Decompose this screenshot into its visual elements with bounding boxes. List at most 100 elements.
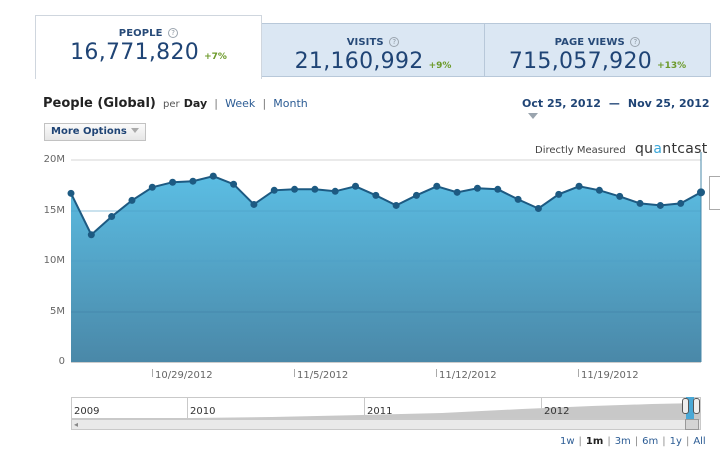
nav-year: 2010 (190, 406, 216, 417)
scroll-left-arrow-icon[interactable]: ◂ (74, 420, 79, 429)
data-point[interactable] (128, 196, 136, 204)
data-point[interactable] (189, 177, 197, 185)
data-point[interactable] (433, 182, 441, 190)
data-point[interactable] (270, 186, 278, 194)
nav-divider (364, 398, 365, 419)
x-tick-label: 10/29/2012 (155, 370, 213, 381)
nav-year: 2009 (74, 406, 100, 417)
data-point[interactable] (494, 185, 502, 193)
quantcast-logo: quantcast (635, 141, 708, 157)
timeline-navigator[interactable]: 2009 2010 2011 2012 (71, 397, 701, 419)
metric-tabs: PEOPLE ? 16,771,820 +7% VISITS ? 21,160,9… (35, 15, 720, 79)
data-points (67, 172, 705, 239)
help-icon[interactable]: ? (389, 37, 400, 47)
data-point[interactable] (209, 172, 217, 180)
x-tick (578, 369, 579, 377)
data-point[interactable] (575, 182, 583, 190)
data-point[interactable] (473, 184, 481, 192)
chart-title: People (Global) (43, 96, 156, 111)
data-point[interactable] (67, 189, 75, 197)
data-point[interactable] (555, 190, 563, 198)
y-tick-label: 20M (43, 154, 65, 165)
chart-header: People (Global) per Day | Week | Month (43, 96, 308, 111)
tab-page-views[interactable]: PAGE VIEWS ? 715,057,920 +13% (484, 23, 711, 77)
data-point[interactable] (514, 195, 522, 203)
metric-label: PEOPLE ? (36, 28, 261, 39)
x-tick (294, 369, 295, 377)
data-point[interactable] (108, 213, 116, 221)
metric-value: 21,160,992 (294, 49, 424, 74)
help-icon[interactable]: ? (630, 37, 641, 47)
data-point[interactable] (677, 199, 685, 207)
per-label: per (163, 99, 180, 110)
range-1m-button[interactable]: 1m (585, 436, 604, 447)
data-point[interactable] (291, 185, 299, 193)
data-point[interactable] (534, 204, 542, 212)
x-tick-label: 11/12/2012 (439, 370, 497, 381)
data-point[interactable] (250, 200, 258, 208)
data-point[interactable] (230, 180, 238, 188)
tab-visits[interactable]: VISITS ? 21,160,992 +9% (261, 23, 485, 77)
area-fill (71, 176, 701, 362)
navigator-selection[interactable] (686, 397, 694, 419)
range-1y-button[interactable]: 1y (669, 436, 682, 447)
metric-label: PAGE VIEWS ? (485, 37, 710, 48)
tooltip-pointer (709, 176, 720, 210)
nav-divider (541, 398, 542, 419)
separator: | (634, 436, 639, 447)
range-6m-button[interactable]: 6m (642, 436, 659, 447)
tab-people[interactable]: PEOPLE ? 16,771,820 +7% (35, 15, 262, 79)
data-point[interactable] (331, 187, 339, 195)
metric-label: VISITS ? (262, 37, 484, 48)
granularity-week[interactable]: Week (225, 97, 256, 110)
data-point[interactable] (697, 188, 705, 197)
data-point[interactable] (311, 185, 319, 193)
data-point[interactable] (169, 178, 177, 186)
data-point[interactable] (636, 199, 644, 207)
y-tick-label: 10M (43, 255, 65, 266)
more-options-label: More Options (51, 126, 127, 137)
y-tick-label: 5M (50, 306, 65, 317)
range-all-button[interactable]: All (693, 436, 706, 447)
chevron-down-icon (528, 113, 538, 119)
date-end: Nov 25, 2012 (627, 97, 710, 110)
y-tick-label: 15M (43, 205, 65, 216)
directly-measured-label: Directly Measured (535, 145, 626, 156)
data-point[interactable] (616, 192, 624, 200)
granularity-day[interactable]: Day (183, 97, 208, 110)
x-tick (152, 369, 153, 377)
x-tick-label: 11/5/2012 (297, 370, 349, 381)
navigator-handle-left[interactable] (682, 398, 689, 414)
scrollbar-thumb[interactable] (685, 419, 699, 430)
range-1w-button[interactable]: 1w (560, 436, 575, 447)
data-point[interactable] (87, 231, 95, 239)
data-point[interactable] (148, 183, 156, 191)
data-point[interactable] (412, 191, 420, 199)
data-point[interactable] (595, 186, 603, 194)
help-icon[interactable]: ? (168, 28, 179, 38)
range-selector: 1w | 1m | 3m | 6m | 1y | All (560, 436, 706, 447)
navigator-sparkline (192, 403, 700, 418)
data-point[interactable] (453, 188, 461, 196)
chevron-down-icon (130, 128, 139, 133)
navigator-scrollbar[interactable]: ◂ (71, 419, 701, 430)
separator: | (214, 97, 219, 110)
metric-delta: +7% (204, 52, 227, 62)
more-options-button[interactable]: More Options (44, 123, 146, 141)
data-point[interactable] (392, 201, 400, 209)
x-tick (436, 369, 437, 377)
date-dash: — (608, 97, 620, 110)
data-point[interactable] (352, 182, 360, 190)
x-tick-label: 11/19/2012 (581, 370, 639, 381)
nav-year: 2012 (544, 406, 570, 417)
date-range-picker[interactable]: Oct 25, 2012 — Nov 25, 2012 (522, 97, 720, 123)
metric-delta: +13% (657, 61, 687, 71)
range-3m-button[interactable]: 3m (614, 436, 631, 447)
metric-value: 16,771,820 (70, 40, 200, 65)
granularity-month[interactable]: Month (273, 97, 308, 110)
data-point[interactable] (656, 201, 664, 209)
data-point[interactable] (372, 191, 380, 199)
separator: | (685, 436, 690, 447)
navigator-handle-right[interactable] (693, 398, 700, 414)
